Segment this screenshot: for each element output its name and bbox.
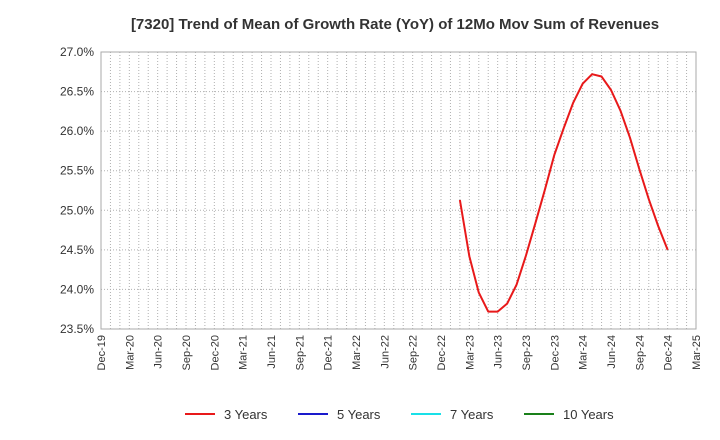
x-tick-label: Mar-25 — [691, 335, 703, 370]
x-tick-label: Dec-21 — [323, 335, 335, 370]
legend-label: 10 Years — [563, 407, 614, 422]
x-tick-label: Jun-20 — [153, 335, 165, 369]
y-axis: 27.0% 26.5% 26.0% 25.5% 25.0% 24.5% 24.0% 23.5% — [60, 45, 94, 336]
x-tick-label: Jun-24 — [606, 335, 618, 369]
legend-label: 7 Years — [450, 407, 494, 422]
y-tick-label: 26.0% — [60, 124, 94, 138]
x-tick-label: Sep-23 — [521, 335, 533, 370]
plot-area-frame — [100, 51, 697, 330]
legend-label: 5 Years — [337, 407, 381, 422]
grid — [101, 52, 696, 329]
y-tick-label: 27.0% — [60, 45, 94, 59]
legend-label: 3 Years — [224, 407, 268, 422]
x-tick-label: Jun-22 — [379, 335, 391, 369]
legend: 3 Years 5 Years 7 Years 10 Years — [185, 407, 614, 422]
x-tick-label: Sep-22 — [408, 335, 420, 370]
y-tick-label: 25.0% — [60, 203, 94, 217]
y-tick-label: 25.5% — [60, 164, 94, 178]
series-lines — [458, 73, 669, 313]
chart-title: [7320] Trend of Mean of Growth Rate (YoY… — [131, 16, 659, 33]
x-tick-label: Dec-22 — [436, 335, 448, 370]
x-tick-label: Sep-20 — [181, 335, 193, 370]
y-tick-label: 24.5% — [60, 243, 94, 257]
x-tick-label: Sep-24 — [634, 335, 646, 370]
x-tick-label: Mar-24 — [578, 335, 590, 370]
x-tick-label: Dec-24 — [663, 335, 675, 370]
x-tick-label: Mar-21 — [238, 335, 250, 370]
x-tick-label: Dec-20 — [209, 335, 221, 370]
x-tick-label: Mar-22 — [351, 335, 363, 370]
x-tick-label: Dec-23 — [549, 335, 561, 370]
x-tick-label: Mar-20 — [124, 335, 136, 370]
x-axis: Dec-19 Mar-20 Jun-20 Sep-20 Dec-20 Mar-21 Jun-… — [96, 335, 703, 370]
x-tick-label: Mar-23 — [464, 335, 476, 370]
x-tick-label: Sep-21 — [294, 335, 306, 370]
series-line-3-years — [458, 73, 669, 313]
x-tick-label: Jun-21 — [266, 335, 278, 369]
y-tick-label: 24.0% — [60, 282, 94, 296]
x-tick-label: Jun-23 — [493, 335, 505, 369]
y-tick-label: 26.5% — [60, 85, 94, 99]
x-tick-label: Dec-19 — [96, 335, 108, 370]
y-tick-label: 23.5% — [60, 322, 94, 336]
